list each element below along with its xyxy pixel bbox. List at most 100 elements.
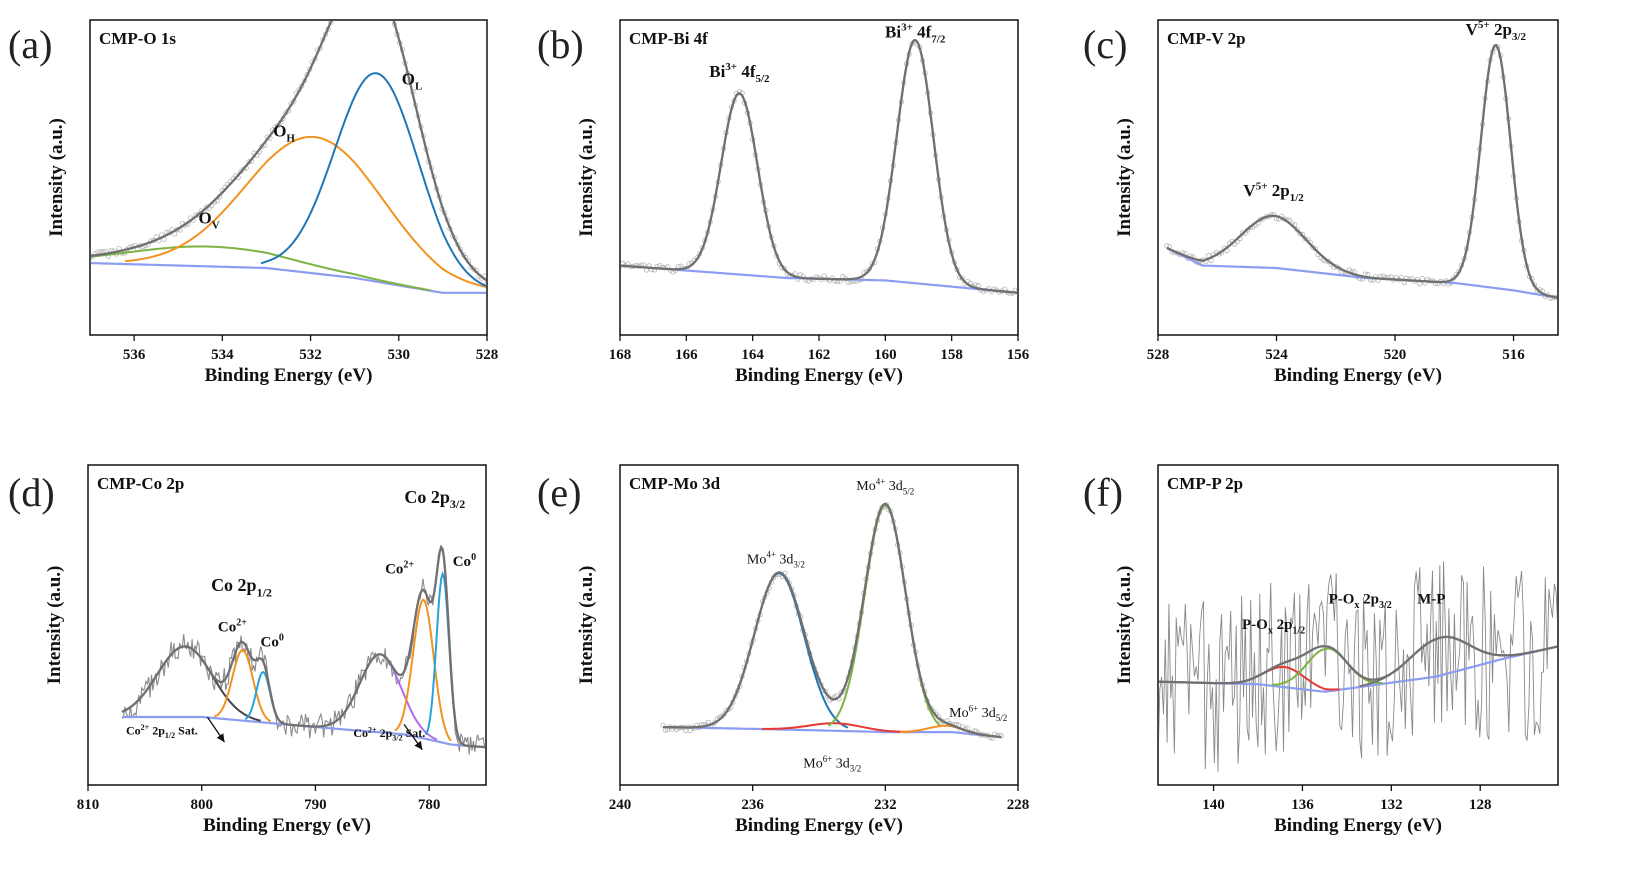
annotation-part: Co xyxy=(453,554,471,570)
plot-area xyxy=(121,544,485,755)
annotation-arrowhead xyxy=(414,740,423,750)
annotation-part: 1/2 xyxy=(1292,625,1305,636)
peak-annotation: Mo6+ 3d5/2 xyxy=(949,703,1007,723)
annotation-part: 5/2 xyxy=(996,713,1008,723)
annotation-part: L xyxy=(415,81,422,93)
x-tick-label: 240 xyxy=(609,797,632,813)
annotation-part: 4+ xyxy=(876,477,886,487)
peak-annotation: OV xyxy=(199,208,220,231)
x-axis-title: Binding Energy (eV) xyxy=(1274,365,1442,386)
x-tick-label: 534 xyxy=(211,347,234,363)
annotation-part: 2p xyxy=(1359,592,1379,608)
fit-peak-line xyxy=(124,135,486,288)
background-line xyxy=(1166,247,1557,299)
annotation-part: 1/2 xyxy=(1290,192,1305,204)
annotation-part: 2+ xyxy=(368,725,377,734)
peak-annotation: Co0 xyxy=(261,632,284,650)
fit-envelope-line xyxy=(91,21,486,282)
x-tick-label: 136 xyxy=(1291,797,1314,813)
background-line xyxy=(91,262,486,294)
x-tick-label: 516 xyxy=(1502,347,1525,363)
annotation-part: 5/2 xyxy=(756,73,771,85)
annotation-part: 3/2 xyxy=(392,734,402,743)
annotation-part: 2p xyxy=(1273,617,1293,633)
raw-data-point xyxy=(339,0,343,3)
fit-peak-line xyxy=(762,722,909,733)
annotation-part: 2p xyxy=(1267,181,1289,200)
peak-annotation: Bi3+ 4f5/2 xyxy=(709,61,770,85)
raw-data-point xyxy=(331,15,335,19)
peak-annotation: OH xyxy=(273,122,295,145)
plot-frame xyxy=(87,464,487,786)
x-tick-label: 158 xyxy=(940,347,963,363)
chart-panel-5: (e) CMP-Mo 3d 240 236 232 228 Binding Energy (… xyxy=(537,464,1030,836)
y-axis-title: Intensity (a.u.) xyxy=(1114,118,1135,237)
x-tick-label: 228 xyxy=(1007,797,1030,813)
peak-annotation: V5+ 2p3/2 xyxy=(1466,19,1527,43)
annotation-part: Sat. xyxy=(175,724,198,738)
annotation-part: 1/2 xyxy=(165,731,175,740)
x-tick-label: 128 xyxy=(1469,797,1492,813)
plot-frame xyxy=(619,464,1019,786)
plot-frame xyxy=(1157,19,1559,336)
x-tick-label: 162 xyxy=(808,347,831,363)
plot-frame xyxy=(89,19,488,336)
annotation-part: Co xyxy=(385,561,403,577)
panel-letter: (c) xyxy=(1083,22,1127,67)
annotation-part: O xyxy=(273,122,286,141)
annotation-part: Bi xyxy=(885,22,901,41)
peak-annotation: Co2+ xyxy=(218,617,247,635)
x-tick-label: 528 xyxy=(1147,347,1170,363)
peak-annotation: OL xyxy=(402,70,423,93)
x-tick-label: 156 xyxy=(1007,347,1030,363)
raw-data-point xyxy=(484,281,486,286)
annotation-part: 2p xyxy=(149,724,165,738)
annotation-part: V xyxy=(1466,20,1479,39)
annotation-part: 2+ xyxy=(141,723,150,732)
peak-annotation: Co 2p1/2 xyxy=(211,575,272,599)
x-tick-label: 536 xyxy=(123,347,146,363)
peak-annotation: Mo4+ 3d5/2 xyxy=(856,477,914,497)
x-tick-label: 132 xyxy=(1380,797,1403,813)
peak-annotation: P-Ox 2p3/2 xyxy=(1329,592,1392,612)
fit-peak-line xyxy=(121,645,261,722)
annotation-part: P-O xyxy=(1329,592,1355,608)
annotation-part: V xyxy=(1243,181,1256,200)
x-axis-title: Binding Energy (eV) xyxy=(203,815,371,836)
y-axis-title: Intensity (a.u.) xyxy=(46,118,67,237)
annotation-part: 3/2 xyxy=(1512,31,1527,43)
annotation-part: 6+ xyxy=(969,703,979,713)
y-axis-title: Intensity (a.u.) xyxy=(576,118,597,237)
panel-title: CMP-V 2p xyxy=(1167,29,1246,48)
raw-data-trace xyxy=(121,549,485,755)
annotation-part: 3/2 xyxy=(450,497,465,511)
annotation-part: Co 2p xyxy=(404,487,450,507)
x-tick-label: 532 xyxy=(299,347,322,363)
raw-data-point xyxy=(1417,281,1423,287)
fit-peak-line xyxy=(394,598,452,742)
raw-data-point xyxy=(1164,243,1170,249)
peak-annotation: Bi3+ 4f7/2 xyxy=(885,22,946,46)
plot-frame xyxy=(1157,464,1559,786)
fit-peak-line xyxy=(214,648,272,723)
annotation-part: H xyxy=(286,133,295,145)
annotation-part: 2p xyxy=(1490,20,1512,39)
x-axis-title: Binding Energy (eV) xyxy=(735,815,903,836)
annotation-part: Sat. xyxy=(403,726,426,740)
annotation-part: Co xyxy=(218,619,236,635)
chart-panel-4: (d) CMP-Co 2p 810 800 790 780 Binding Energy (… xyxy=(8,464,487,836)
raw-data-point xyxy=(621,264,623,270)
raw-data-point xyxy=(675,263,682,269)
annotation-part: 3d xyxy=(978,706,996,721)
raw-data-point xyxy=(1310,244,1316,250)
annotation-part: 2+ xyxy=(403,559,414,570)
chart-panel-3: (c) CMP-V 2p 528 524 520 516 Binding Energy (e… xyxy=(1083,19,1559,386)
chart-panel-6: (f) CMP-P 2p 140 136 132 128 Binding Energy (e… xyxy=(1083,464,1559,836)
annotation-part: O xyxy=(199,208,212,227)
x-tick-label: 530 xyxy=(388,347,411,363)
annotation-part: Mo xyxy=(747,552,766,567)
annotation-part: 4+ xyxy=(766,550,776,560)
x-tick-label: 140 xyxy=(1202,797,1225,813)
x-tick-label: 160 xyxy=(874,347,897,363)
annotation-part: Mo xyxy=(949,706,968,721)
